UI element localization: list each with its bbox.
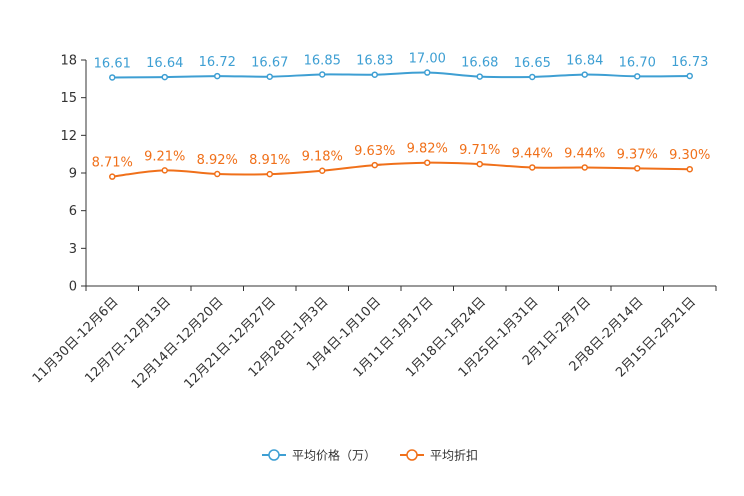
data-label: 16.72 <box>199 55 236 70</box>
y-tick-label: 9 <box>69 167 77 182</box>
data-point <box>581 164 588 171</box>
data-point <box>529 73 536 81</box>
data-point <box>686 72 693 80</box>
data-label: 16.70 <box>619 55 656 70</box>
data-label: 16.85 <box>304 53 341 68</box>
series-line-1 <box>112 161 690 178</box>
legend-marker-icon <box>268 449 280 461</box>
y-tick-label: 0 <box>69 280 77 295</box>
data-point <box>476 160 483 168</box>
series-line-0 <box>112 71 690 79</box>
data-point <box>266 170 273 178</box>
data-point <box>476 73 483 80</box>
data-point <box>686 165 693 173</box>
data-point <box>371 161 378 169</box>
data-label: 9.18% <box>302 150 343 165</box>
data-label: 9.44% <box>564 146 605 161</box>
x-tick-label: 11月30日-12月6日 <box>30 295 122 387</box>
legend[interactable]: 平均价格（万） 平均折扣 <box>262 448 478 463</box>
legend-label: 平均折扣 <box>430 448 478 463</box>
data-label: 16.83 <box>356 54 393 69</box>
data-label: 9.21% <box>144 149 185 164</box>
data-point <box>214 72 221 80</box>
data-label: 17.00 <box>409 52 446 67</box>
data-point <box>266 73 273 80</box>
data-label: 9.37% <box>617 147 658 162</box>
data-point <box>319 71 326 78</box>
data-label: 9.82% <box>407 142 448 157</box>
data-label: 16.64 <box>146 56 183 71</box>
data-point <box>161 73 168 81</box>
data-label: 8.71% <box>92 156 133 171</box>
data-point <box>109 74 116 81</box>
legend-item-1[interactable]: 平均折扣 <box>400 448 478 463</box>
data-label: 9.44% <box>512 146 553 161</box>
data-label: 16.65 <box>514 56 551 71</box>
x-tick-label: 12月21日-12月27日 <box>182 295 279 392</box>
data-label: 16.61 <box>94 56 131 71</box>
legend-label: 平均价格（万） <box>292 448 376 463</box>
data-labels: 16.61 16.64 16.72 16.67 16.85 16.83 17.00 16.68… <box>92 52 711 171</box>
data-label: 9.63% <box>354 144 395 159</box>
data-label: 8.91% <box>249 153 290 168</box>
data-label: 16.68 <box>461 56 498 71</box>
data-label: 8.92% <box>197 153 238 168</box>
data-label: 9.71% <box>459 143 500 158</box>
legend-marker-icon <box>406 449 418 461</box>
axes: 036912151811月30日-12月6日12月7日-12月13日12月14日… <box>30 54 717 392</box>
data-point <box>424 159 431 166</box>
data-point <box>161 167 168 174</box>
data-label: 9.30% <box>669 148 710 163</box>
data-point <box>529 164 536 171</box>
data-point <box>214 170 221 178</box>
y-tick-label: 18 <box>60 54 77 69</box>
x-tick-label: 12月14日-12月20日 <box>129 295 226 392</box>
data-label: 16.67 <box>251 56 288 71</box>
series-lines <box>112 71 690 178</box>
y-tick-label: 6 <box>69 204 77 219</box>
data-point <box>634 73 641 80</box>
data-point <box>371 71 378 78</box>
data-point <box>319 167 326 174</box>
data-point <box>581 71 588 78</box>
data-label: 16.84 <box>566 54 603 69</box>
legend-item-0[interactable]: 平均价格（万） <box>262 448 376 463</box>
y-tick-label: 15 <box>60 91 77 106</box>
data-point <box>424 69 431 76</box>
y-tick-label: 3 <box>69 242 77 257</box>
data-point <box>109 173 116 180</box>
data-point <box>634 165 641 172</box>
data-label: 16.73 <box>671 55 708 70</box>
y-tick-label: 12 <box>60 129 77 144</box>
data-points <box>109 69 693 180</box>
